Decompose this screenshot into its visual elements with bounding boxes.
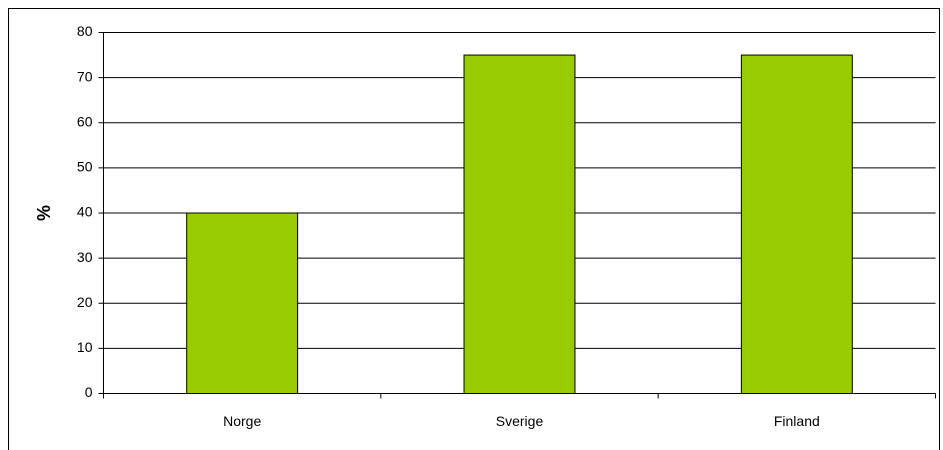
y-axis-label: % bbox=[34, 205, 54, 221]
y-tick-label: 80 bbox=[77, 23, 93, 39]
x-tick-label: Finland bbox=[774, 413, 820, 429]
y-tick-label: 40 bbox=[77, 204, 93, 220]
bar bbox=[463, 54, 576, 394]
y-tick-label: 10 bbox=[77, 339, 93, 355]
y-tick-label: 60 bbox=[77, 113, 93, 129]
bar bbox=[740, 54, 853, 394]
y-tick-label: 70 bbox=[77, 68, 93, 84]
x-tick-label: Sverige bbox=[496, 413, 544, 429]
y-tick-label: 30 bbox=[77, 249, 93, 265]
chart-frame bbox=[8, 8, 940, 450]
bar bbox=[186, 212, 299, 394]
x-tick-label: Norge bbox=[223, 413, 261, 429]
y-tick-label: 50 bbox=[77, 159, 93, 175]
y-tick-label: 0 bbox=[85, 384, 93, 400]
y-tick-label: 20 bbox=[77, 294, 93, 310]
